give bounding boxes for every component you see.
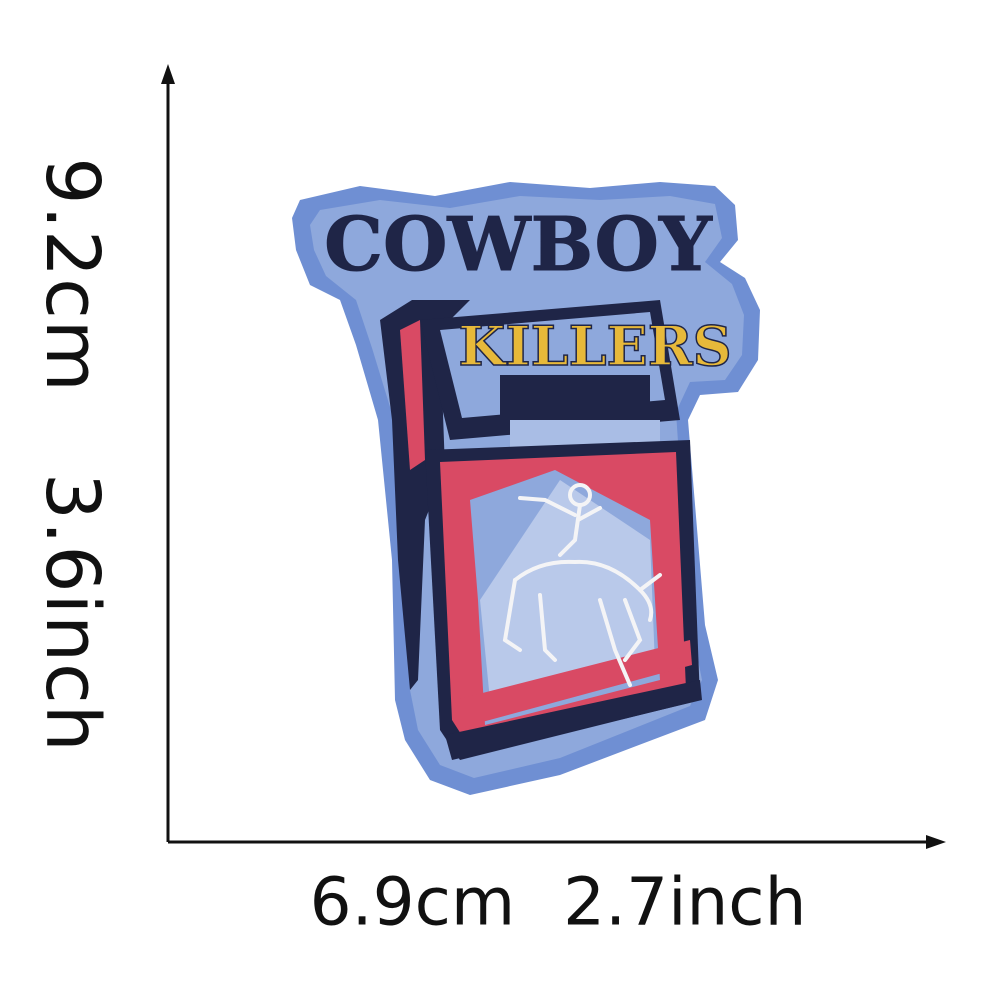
- box-opening: [500, 375, 650, 415]
- box-bottom-stripe: [455, 640, 692, 728]
- width-label: 6.9cm 2.7inch: [310, 864, 807, 941]
- box-bottom-edge: [445, 680, 702, 760]
- up-arrow-icon: [161, 64, 175, 84]
- patch-title-line2: KILLERS: [458, 314, 731, 378]
- patch-title-line1: COWBOY: [324, 202, 713, 288]
- height-label: 9.2cm 3.6inch: [29, 157, 115, 752]
- box-front-highlight: [480, 480, 655, 700]
- box-side-red: [400, 320, 425, 470]
- box-side-shadow: [380, 300, 470, 690]
- height-inch: 3.6inch: [29, 472, 115, 753]
- width-inch: 2.7inch: [563, 863, 807, 941]
- right-arrow-icon: [926, 835, 946, 849]
- height-cm: 9.2cm: [29, 157, 115, 393]
- bronco-rider-icon: [502, 483, 662, 687]
- width-cm: 6.9cm: [309, 863, 516, 941]
